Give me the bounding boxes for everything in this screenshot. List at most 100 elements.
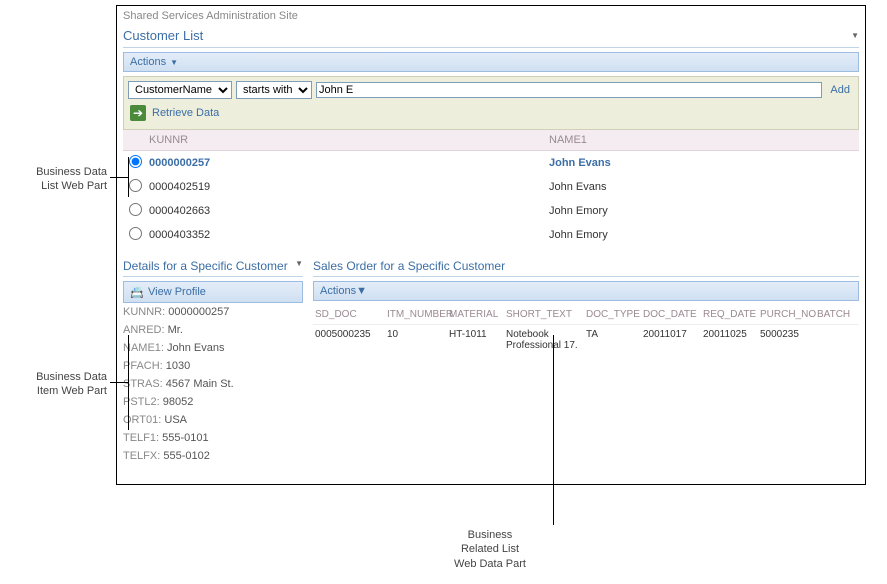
col-doc-type: DOC_TYPE	[586, 309, 641, 320]
detail-value: 1030	[166, 360, 190, 372]
detail-value: John Evans	[167, 342, 224, 354]
detail-line: KUNNR: 0000000257	[123, 303, 303, 321]
detail-line: TELFX: 555-0102	[123, 447, 303, 465]
view-profile-label: View Profile	[148, 286, 206, 298]
retrieve-row: ➔ Retrieve Data	[128, 101, 854, 125]
callout-line	[110, 382, 128, 383]
callout-item-webpart: Business Data Item Web Part	[36, 370, 107, 399]
list-row: 0000402663 John Emory	[123, 199, 859, 223]
detail-line: PSTL2: 98052	[123, 393, 303, 411]
col-doc-date: DOC_DATE	[643, 309, 701, 320]
chevron-down-icon: ▼	[170, 58, 178, 67]
filter-value-input[interactable]	[316, 82, 822, 98]
detail-line: STRAS: 4567 Main St.	[123, 375, 303, 393]
details-menu-caret-icon[interactable]: ▼	[295, 259, 303, 273]
customer-list-header: Customer List ▼	[123, 26, 859, 48]
col-name1-header: NAME1	[549, 134, 853, 146]
profile-icon: 📇	[130, 285, 144, 299]
cell-material: HT-1011	[449, 329, 504, 351]
col-kunnr-header: KUNNR	[149, 134, 549, 146]
filter-row: CustomerName starts with Add	[128, 81, 854, 99]
sales-title-bar: Sales Order for a Specific Customer	[313, 259, 859, 277]
callout-line	[110, 177, 128, 178]
detail-line: ORT01: USA	[123, 411, 303, 429]
name1-cell: John Emory	[549, 229, 853, 241]
name1-link[interactable]: John Evans	[549, 157, 611, 169]
detail-value: 555-0101	[162, 432, 209, 444]
list-row: 0000000257 John Evans	[123, 151, 859, 175]
detail-value: Mr.	[168, 324, 183, 336]
sales-pane: Sales Order for a Specific Customer Acti…	[313, 259, 859, 465]
cell-batch	[817, 329, 857, 351]
details-title-bar: Details for a Specific Customer ▼	[123, 259, 303, 277]
detail-label: TELF1:	[123, 432, 162, 444]
name1-cell: John Evans	[549, 181, 853, 193]
detail-label: ANRED:	[123, 324, 168, 336]
retrieve-data-link[interactable]: Retrieve Data	[152, 107, 219, 119]
col-material: MATERIAL	[449, 309, 504, 320]
list-row: 0000402519 John Evans	[123, 175, 859, 199]
detail-label: KUNNR:	[123, 306, 168, 318]
row-radio[interactable]	[129, 227, 142, 240]
bottom-area: Details for a Specific Customer ▼ 📇 View…	[123, 259, 859, 465]
retrieve-arrow-icon[interactable]: ➔	[130, 105, 146, 121]
callout-line	[128, 157, 129, 197]
kunnr-link[interactable]: 0000000257	[149, 157, 210, 169]
detail-value: 555-0102	[163, 450, 210, 462]
callout-list-webpart: Business Data List Web Part	[36, 165, 107, 194]
detail-line: NAME1: John Evans	[123, 339, 303, 357]
kunnr-cell: 0000402663	[149, 205, 549, 217]
col-purch-no: PURCH_NO	[760, 309, 815, 320]
callout-line	[128, 335, 129, 430]
details-title: Details for a Specific Customer	[123, 259, 288, 273]
main-frame: Shared Services Administration Site Cust…	[116, 5, 866, 485]
detail-label: PFACH:	[123, 360, 166, 372]
filter-add-link[interactable]: Add	[826, 84, 854, 96]
detail-label: STRAS:	[123, 378, 166, 390]
detail-label: NAME1:	[123, 342, 167, 354]
section-menu-caret-icon[interactable]: ▼	[851, 31, 859, 40]
detail-value: 98052	[163, 396, 194, 408]
view-profile-bar[interactable]: 📇 View Profile	[123, 281, 303, 303]
cell-doc-type: TA	[586, 329, 641, 351]
row-radio[interactable]	[129, 203, 142, 216]
detail-value: 4567 Main St.	[166, 378, 234, 390]
col-batch: BATCH	[817, 309, 857, 320]
cell-doc-date: 20011017	[643, 329, 701, 351]
callout-related-list-webpart: Business Related List Web Data Part	[430, 528, 550, 571]
detail-label: TELFX:	[123, 450, 163, 462]
sales-actions-label: Actions	[320, 285, 356, 297]
callout-line	[553, 335, 554, 525]
actions-label: Actions	[130, 56, 166, 68]
filter-panel: CustomerName starts with Add ➔ Retrieve …	[123, 76, 859, 130]
sales-row: 0005000235 10 HT-1011 Notebook Professio…	[313, 325, 859, 355]
cell-purch-no: 5000235	[760, 329, 815, 351]
chevron-down-icon: ▼	[356, 285, 367, 297]
customer-list-title: Customer List	[123, 28, 203, 43]
col-sd-doc: SD_DOC	[315, 309, 385, 320]
cell-itm-number: 10	[387, 329, 447, 351]
filter-field-select[interactable]: CustomerName	[128, 81, 232, 99]
list-row: 0000403352 John Emory	[123, 223, 859, 247]
customer-list-columns: KUNNR NAME1	[123, 130, 859, 151]
col-itm-number: ITM_NUMBER	[387, 309, 447, 320]
filter-op-select[interactable]: starts with	[236, 81, 312, 99]
site-title: Shared Services Administration Site	[123, 10, 859, 22]
cell-req-date: 20011025	[703, 329, 758, 351]
customer-list-actions-bar[interactable]: Actions ▼	[123, 52, 859, 72]
cell-sd-doc: 0005000235	[315, 329, 385, 351]
sales-actions-bar[interactable]: Actions ▼	[313, 281, 859, 301]
detail-label: ORT01:	[123, 414, 164, 426]
name1-cell: John Emory	[549, 205, 853, 217]
col-short-text: SHORT_TEXT	[506, 309, 584, 320]
details-pane: Details for a Specific Customer ▼ 📇 View…	[123, 259, 303, 465]
sales-columns: SD_DOC ITM_NUMBER MATERIAL SHORT_TEXT DO…	[313, 305, 859, 325]
kunnr-cell: 0000402519	[149, 181, 549, 193]
row-radio[interactable]	[129, 155, 142, 168]
row-radio[interactable]	[129, 179, 142, 192]
col-req-date: REQ_DATE	[703, 309, 758, 320]
kunnr-cell: 0000403352	[149, 229, 549, 241]
detail-line: PFACH: 1030	[123, 357, 303, 375]
detail-line: TELF1: 555-0101	[123, 429, 303, 447]
detail-line: ANRED: Mr.	[123, 321, 303, 339]
